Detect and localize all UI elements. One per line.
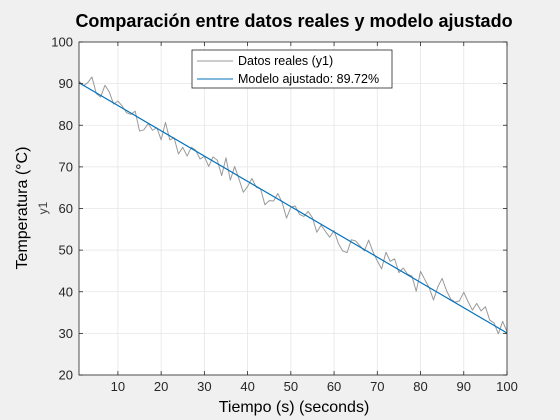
x-tick-label: 80 xyxy=(413,379,427,394)
tick-marks xyxy=(79,41,508,376)
y-tick-label: 20 xyxy=(59,368,73,383)
legend-label-model: Modelo ajustado: 89.72% xyxy=(238,72,379,86)
series-line-measured xyxy=(78,76,508,335)
x-tick-label: 10 xyxy=(111,379,125,394)
y-axis-title: Temperatura (°C) xyxy=(14,147,31,270)
legend-box xyxy=(191,49,393,89)
x-tick-label: 90 xyxy=(457,379,471,394)
series-layer xyxy=(78,76,508,335)
y-tick-labels: 20 30 40 50 60 70 80 90 100 xyxy=(51,35,73,383)
series-line-model xyxy=(78,82,508,334)
x-tick-labels: 10 20 30 40 50 60 70 80 90 100 xyxy=(111,379,518,394)
y-tick-label: 60 xyxy=(59,201,73,216)
x-tick-label: 20 xyxy=(154,379,168,394)
y-tick-label: 100 xyxy=(51,35,73,50)
y-tick-label: 80 xyxy=(59,118,73,133)
legend[interactable]: Datos reales (y1) Modelo ajustado: 89.72… xyxy=(191,49,393,89)
x-tick-label: 50 xyxy=(284,379,298,394)
x-tick-label: 100 xyxy=(496,379,518,394)
y-tick-label: 90 xyxy=(59,76,73,91)
x-tick-label: 30 xyxy=(197,379,211,394)
x-tick-label: 40 xyxy=(240,379,254,394)
y-tick-label: 40 xyxy=(59,284,73,299)
chart-title: Comparación entre datos reales y modelo … xyxy=(75,11,512,31)
y-tick-label: 50 xyxy=(59,243,73,258)
legend-label-measured: Datos reales (y1) xyxy=(238,54,333,68)
x-tick-label: 60 xyxy=(327,379,341,394)
y-tick-label: 30 xyxy=(59,326,73,341)
y-tick-label: 70 xyxy=(59,159,73,174)
y-axis-output-label: y1 xyxy=(36,201,50,214)
x-axis-title: Tiempo (s) (seconds) xyxy=(219,399,370,416)
x-tick-label: 70 xyxy=(370,379,384,394)
